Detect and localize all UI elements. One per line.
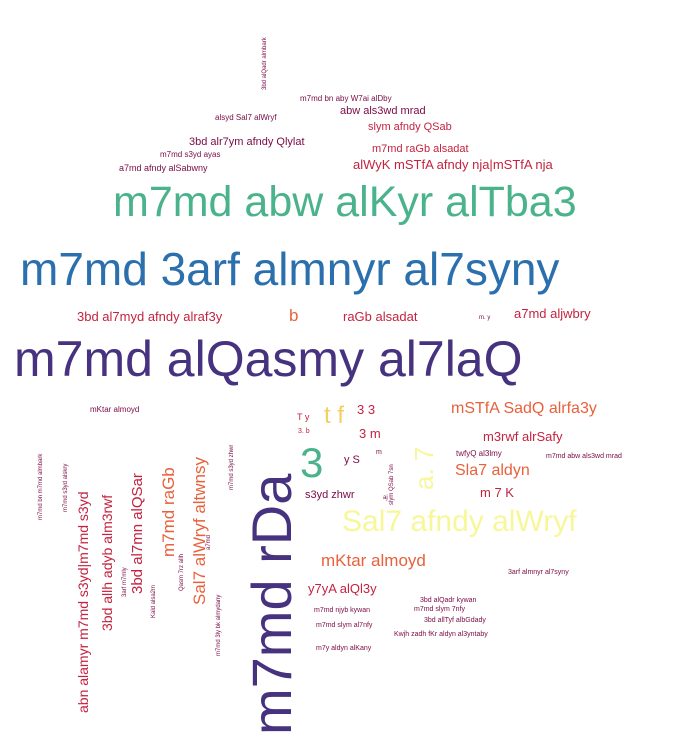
word: m7md raGb alsadat xyxy=(372,143,469,155)
word: m 7 K xyxy=(480,485,514,500)
word: 3bd al7mn alQSar xyxy=(129,473,146,594)
word: a. 7 xyxy=(409,446,439,490)
word: t f xyxy=(324,402,345,429)
word: 3bd allTyf albGdady xyxy=(424,617,486,624)
word: mSTfA SadQ alrfa3y xyxy=(451,400,597,417)
word: m7md 3arf almnyr al7syny xyxy=(20,243,560,295)
word: a7md afndy alSabwny xyxy=(119,163,208,173)
word: 3 3 xyxy=(357,402,376,417)
word: Sal7 afndy alWryf xyxy=(342,505,577,538)
word: Qasm 7rz allh xyxy=(179,553,185,591)
word: alsyd Sal7 alWryf xyxy=(215,113,277,122)
word: m7md rDa xyxy=(240,473,303,735)
word: m7md bn m7md almbark xyxy=(38,453,44,520)
word: mKtar almoyd xyxy=(321,551,426,570)
word: m7md s3yd alskry xyxy=(63,463,69,512)
word: 3bd alQadr almbark xyxy=(262,37,268,90)
word: m7md slym 7nfy xyxy=(414,606,465,613)
word: m7md njyb kywan xyxy=(314,607,371,614)
word: m7md bn aby W7ai alDby xyxy=(300,94,392,103)
word: alWyK mSTfA afndy nja|mSTfA nja xyxy=(353,157,553,172)
word: m. y xyxy=(479,315,491,321)
word: m7md 3ly bk almydany xyxy=(216,594,222,656)
word: 3bd alQadr kywan xyxy=(420,597,477,604)
word: 3bd al7myd afndy alraf3y xyxy=(77,309,223,324)
word: m7y aldyn alKany xyxy=(316,645,372,652)
word: m7md alQasmy al7laQ xyxy=(14,331,523,387)
word: m7md slym al7nfy xyxy=(316,622,373,629)
word: m7md s3yd zhwr xyxy=(229,444,235,490)
word: abw als3wd mrad xyxy=(340,105,426,117)
word: 3bd allh adyb alm3rwf xyxy=(99,494,115,631)
word: Kwjh zadh fKr aldyn al3yntaby xyxy=(394,631,488,638)
word: aj xyxy=(383,495,388,501)
word: m7md abw als3wd mrad xyxy=(546,453,622,460)
word: Sla7 aldyn xyxy=(455,462,530,479)
word: 3arf almnyr al7syny xyxy=(508,569,569,576)
word: mKtar almoyd xyxy=(90,405,140,414)
word: m7md s3yd ayas xyxy=(160,150,221,159)
word: y S xyxy=(344,454,360,466)
word: m3rwf alrSafy xyxy=(483,429,563,444)
word: m7md abw alKyr alTba3 xyxy=(113,178,577,226)
word: y7yA alQl3y xyxy=(308,581,377,596)
word: slym afndy QSab xyxy=(368,121,452,133)
word: m7md raGb xyxy=(159,467,178,557)
word: T y xyxy=(297,412,310,422)
word: 3bd alr7ym afndy Qlylat xyxy=(189,136,305,148)
word: 3. b xyxy=(298,428,310,435)
word: Kald alsa2m xyxy=(151,584,157,618)
word: m xyxy=(376,449,382,456)
word: b xyxy=(289,306,299,325)
word: 3 xyxy=(300,439,324,486)
word: abn alamyr m7md s3yd|m7md s3yd xyxy=(75,491,91,714)
word: 3 m xyxy=(359,426,381,441)
word: twfyQ al3lmy xyxy=(456,449,502,458)
word: 3arf m7mly xyxy=(122,567,128,597)
word: a7md aljwbry xyxy=(514,306,591,321)
word: Sal7 alWryf altwnsy xyxy=(190,456,209,605)
word: raGb alsadat xyxy=(343,309,418,324)
word: s3yd zhwr xyxy=(305,489,355,501)
word: slym QSab 7sn xyxy=(389,464,395,505)
word: a7md xyxy=(206,534,212,550)
